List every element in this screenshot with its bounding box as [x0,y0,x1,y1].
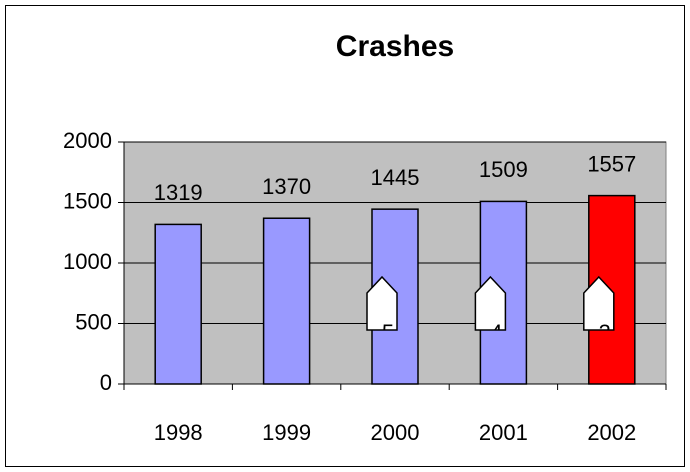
chart-title: Crashes [336,30,454,63]
value-label: 1509 [479,157,528,182]
y-tick-label: 500 [75,309,112,334]
value-label: 1370 [262,174,311,199]
y-tick-label: 1000 [63,249,112,274]
y-tick-label: 1500 [63,188,112,213]
bar [154,223,202,385]
annotation-text: 3 [599,320,611,345]
annotation-shape [366,275,398,331]
value-label: 1319 [154,180,203,205]
annotation-shape [474,275,507,331]
x-tick-label: 2002 [587,420,636,445]
annotation-shape [583,275,615,331]
annotation-text: 4 [490,320,502,345]
bar [262,217,311,385]
x-tick-label: 2001 [479,420,528,445]
value-label: 1445 [371,165,420,190]
value-label: 1557 [587,151,636,176]
x-tick-label: 1998 [154,420,203,445]
x-tick-label: 2000 [371,420,420,445]
y-tick-label: 0 [100,370,112,395]
y-tick-label: 2000 [63,128,112,153]
x-tick-label: 1999 [262,420,311,445]
annotation-text: 5 [382,320,394,345]
